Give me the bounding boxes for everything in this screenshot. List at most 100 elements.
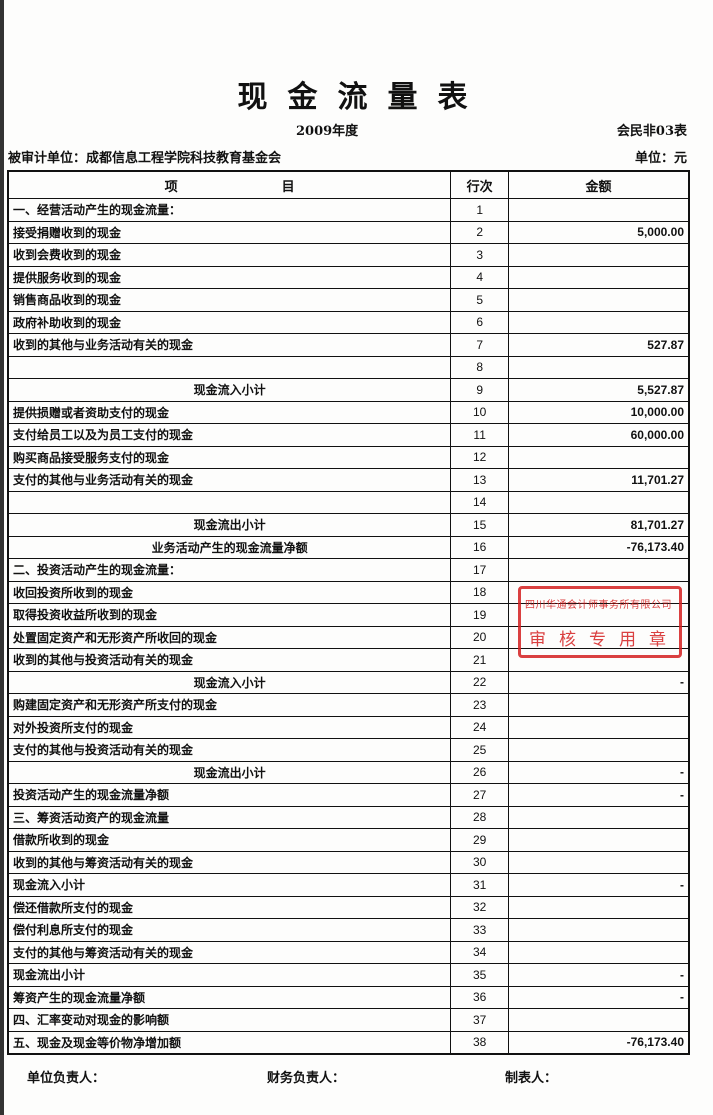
row-amount: -76,173.40: [508, 1030, 690, 1055]
row-amount: [508, 940, 690, 964]
row-label: 收到会费收到的现金: [7, 243, 452, 267]
row-line-no: 28: [450, 805, 510, 829]
table-row: 业务活动产生的现金流量净额 16 -76,173.40: [7, 535, 690, 559]
table-row: 五、现金及现金等价物净增加额 38 -76,173.40: [7, 1030, 690, 1055]
row-label: [7, 490, 452, 514]
row-label: 支付给员工以及为员工支付的现金: [7, 423, 452, 447]
row-line-no: 13: [450, 468, 510, 492]
table-row: 接受捐赠收到的现金 2 5,000.00: [7, 220, 690, 244]
row-label: 取得投资收益所收到的现金: [7, 603, 452, 627]
row-label: 投资活动产生的现金流量净额: [7, 783, 452, 807]
row-label: 四、汇率变动对现金的影响额: [7, 1008, 452, 1032]
row-label: 收回投资所收到的现金: [7, 580, 452, 604]
row-amount: [508, 828, 690, 852]
row-label: 现金流出小计: [7, 513, 452, 537]
table-row: 现金流入小计 31-: [7, 873, 690, 897]
table-row: 购买商品接受服务支付的现金 12: [7, 445, 690, 469]
table-row: 偿还借款所支付的现金 32: [7, 895, 690, 919]
table-row: 支付的其他与投资活动有关的现金 25: [7, 738, 690, 762]
table-row: 收到会费收到的现金 3: [7, 243, 690, 267]
row-amount: -: [508, 963, 690, 987]
row-amount: [508, 490, 690, 514]
row-line-no: 35: [450, 963, 510, 987]
row-amount: [508, 310, 690, 334]
table-row: 二、投资活动产生的现金流量： 17: [7, 558, 690, 582]
row-amount: [508, 918, 690, 942]
row-label: 收到的其他与投资活动有关的现金: [7, 648, 452, 672]
row-label: 对外投资所支付的现金: [7, 715, 452, 739]
row-amount: [508, 895, 690, 919]
row-line-no: 26: [450, 760, 510, 784]
row-label: 借款所收到的现金: [7, 828, 452, 852]
unit-head-signature: 单位负责人：: [27, 1071, 106, 1086]
row-line-no: 38: [450, 1030, 510, 1055]
row-label: 偿付利息所支付的现金: [7, 918, 452, 942]
audit-stamp: 四川华通会计师事务所有限公司 审核专用章: [518, 586, 682, 658]
row-line-no: 12: [450, 445, 510, 469]
row-amount: [508, 1008, 690, 1032]
row-label: 政府补助收到的现金: [7, 310, 452, 334]
header-item: 项 目: [7, 170, 452, 199]
row-label: 现金流入小计: [7, 873, 452, 897]
stamp-company: 四川华通会计师事务所有限公司: [525, 600, 672, 611]
row-label: 筹资产生的现金流量净额: [7, 985, 452, 1009]
row-label: 处置固定资产和无形资产所收回的现金: [7, 625, 452, 649]
stamp-purpose: 审核专用章: [529, 630, 679, 650]
row-label: 购建固定资产和无形资产所支付的现金: [7, 693, 452, 717]
row-amount: [508, 805, 690, 829]
table-row: 提供服务收到的现金 4: [7, 265, 690, 289]
row-line-no: 5: [450, 288, 510, 312]
header-line-no: 行次: [450, 170, 510, 199]
preparer-signature: 制表人：: [505, 1071, 558, 1086]
table-row: 提供损赠或者资助支付的现金 10 10,000.00: [7, 400, 690, 424]
row-label: 现金流出小计: [7, 760, 452, 784]
table-row: 现金流出小计 26-: [7, 760, 690, 784]
row-line-no: 24: [450, 715, 510, 739]
row-label: 收到的其他与筹资活动有关的现金: [7, 850, 452, 874]
row-amount: 5,000.00: [508, 220, 690, 244]
currency-unit: 单位：元: [634, 151, 687, 166]
row-line-no: 4: [450, 265, 510, 289]
table-row: 现金流入小计 9 5,527.87: [7, 378, 690, 402]
row-line-no: 27: [450, 783, 510, 807]
row-line-no: 32: [450, 895, 510, 919]
row-amount: [508, 693, 690, 717]
row-line-no: 9: [450, 378, 510, 402]
row-amount: [508, 445, 690, 469]
table-row: 现金流出小计 35-: [7, 963, 690, 987]
row-line-no: 29: [450, 828, 510, 852]
row-line-no: 34: [450, 940, 510, 964]
row-label: 收到的其他与业务活动有关的现金: [7, 333, 452, 357]
row-amount: 5,527.87: [508, 378, 690, 402]
row-label: 现金流出小计: [7, 963, 452, 987]
row-line-no: 10: [450, 400, 510, 424]
audited-unit: 被审计单位：成都信息工程学院科技教育基金会: [8, 151, 282, 166]
row-label: 提供损赠或者资助支付的现金: [7, 400, 452, 424]
row-label: 三、筹资活动资产的现金流量: [7, 805, 452, 829]
row-line-no: 31: [450, 873, 510, 897]
row-line-no: 22: [450, 670, 510, 694]
row-amount: [508, 355, 690, 379]
table-row: 14: [7, 490, 690, 514]
row-line-no: 15: [450, 513, 510, 537]
row-line-no: 19: [450, 603, 510, 627]
row-label: 现金流入小计: [7, 670, 452, 694]
row-label: 销售商品收到的现金: [7, 288, 452, 312]
row-amount: -76,173.40: [508, 535, 690, 559]
row-line-no: 30: [450, 850, 510, 874]
table-row: 销售商品收到的现金 5: [7, 288, 690, 312]
row-label: 购买商品接受服务支付的现金: [7, 445, 452, 469]
table-row: 取得投资收益所收到的现金 19: [7, 603, 690, 627]
table-row: 支付的其他与业务活动有关的现金 13 11,701.27: [7, 468, 690, 492]
table-row: 现金流入小计 22-: [7, 670, 690, 694]
row-amount: -: [508, 985, 690, 1009]
scan-edge: [0, 0, 4, 1115]
report-year: 2009年度: [296, 124, 359, 139]
row-amount: [508, 265, 690, 289]
row-label: 偿还借款所支付的现金: [7, 895, 452, 919]
table-row: 收到的其他与投资活动有关的现金 21: [7, 648, 690, 672]
table-row: 支付的其他与筹资活动有关的现金 34: [7, 940, 690, 964]
row-amount: [508, 288, 690, 312]
header-amount: 金额: [508, 170, 690, 199]
